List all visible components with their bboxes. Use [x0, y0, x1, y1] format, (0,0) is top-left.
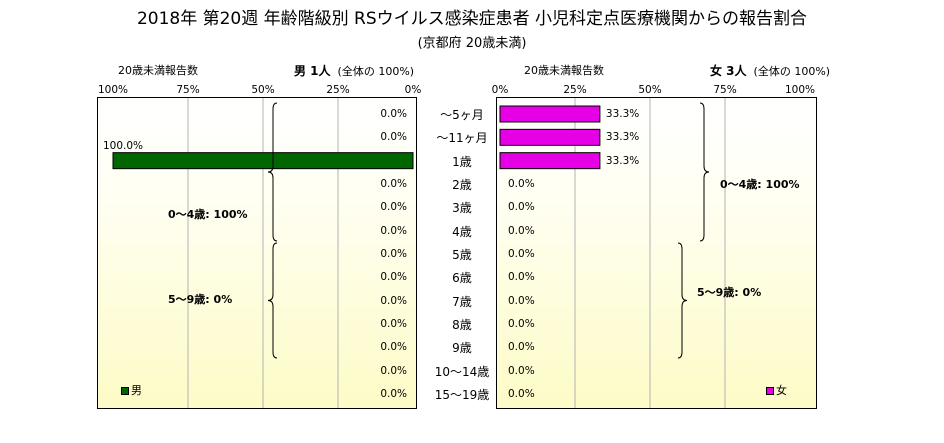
male-value-label: 0.0% [380, 224, 407, 237]
male-value-label: 0.0% [380, 201, 407, 214]
male-tick-label: 100% [97, 84, 129, 96]
chart-title: 2018年 第20週 年齢階級別 RSウイルス感染症患者 小児科定点医療機関から… [136, 9, 808, 29]
female-bar [499, 105, 601, 123]
male-bracket-label-0-4: 0～4歳: 100% [168, 208, 248, 221]
female-value-label: 33.3% [605, 131, 640, 144]
male-value-label: 0.0% [380, 131, 407, 144]
age-category-label: 7歳 [452, 294, 472, 309]
male-share-label: (全体の 100%) [337, 65, 415, 78]
male-bar [112, 152, 414, 170]
male-value-label: 0.0% [380, 364, 407, 377]
male-value-label: 0.0% [380, 341, 407, 354]
female-tick-label: 0% [491, 84, 509, 96]
female-value-label: 33.3% [605, 108, 640, 120]
female-legend: 女 [766, 382, 787, 398]
female-bracket-label-0-4: 0～4歳: 100% [720, 178, 800, 191]
female-value-label: 0.0% [508, 387, 535, 400]
female-plot-area [496, 97, 817, 409]
female-legend-label: 女 [776, 384, 787, 397]
age-category-label: 9歳 [452, 341, 472, 356]
age-category-label: 1歳 [452, 154, 472, 169]
age-category-label: 4歳 [452, 224, 472, 239]
age-category-label: 5歳 [452, 247, 472, 262]
female-tick-label: 25% [563, 84, 587, 96]
male-legend-label: 男 [131, 384, 142, 397]
female-count-header: 20歳未満報告数 [524, 64, 604, 77]
age-category-label: 6歳 [452, 271, 472, 286]
male-total-header: 男 1人 (全体の 100%) [294, 62, 414, 79]
age-category-label: ～11ヶ月 [436, 131, 488, 146]
male-value-label: 0.0% [380, 108, 407, 120]
male-value-label: 100.0% [103, 139, 144, 152]
male-tick-label: 0% [404, 84, 422, 96]
female-tick-label: 100% [784, 84, 816, 96]
female-value-label: 0.0% [508, 317, 535, 330]
female-bar [499, 128, 601, 146]
female-value-label: 0.0% [508, 247, 535, 260]
male-count-header: 20歳未満報告数 [118, 64, 198, 77]
female-value-label: 0.0% [508, 177, 535, 190]
female-bar [499, 152, 601, 170]
male-value-label: 0.0% [380, 387, 407, 400]
age-category-label: 10～14歳 [434, 364, 490, 379]
male-value-label: 0.0% [380, 177, 407, 190]
male-legend: 男 [121, 382, 142, 398]
male-bracket-label-5-9: 5～9歳: 0% [168, 293, 233, 306]
age-category-label: 15～19歳 [434, 387, 490, 402]
female-total-header: 女 3人 (全体の 100%) [710, 62, 830, 79]
male-plot-area [97, 97, 417, 409]
male-tick-label: 25% [326, 84, 350, 96]
male-bracket-5-9 [267, 242, 278, 359]
female-value-label: 0.0% [508, 224, 535, 237]
male-legend-swatch [121, 387, 129, 395]
age-category-label: ～5ヶ月 [440, 108, 484, 122]
female-value-label: 0.0% [508, 364, 535, 377]
female-value-label: 0.0% [508, 271, 535, 284]
male-value-label: 0.0% [380, 294, 407, 307]
age-category-label: 8歳 [452, 317, 472, 332]
age-category-label: 2歳 [452, 177, 472, 192]
female-bracket-label-5-9: 5～9歳: 0% [697, 286, 762, 299]
male-tick-label: 75% [176, 84, 200, 96]
female-bracket-5-9 [677, 242, 688, 359]
female-value-label: 0.0% [508, 341, 535, 354]
male-value-label: 0.0% [380, 317, 407, 330]
female-tick-label: 75% [713, 84, 737, 96]
male-tick-label: 50% [251, 84, 275, 96]
female-value-label: 33.3% [605, 154, 640, 167]
chart-subtitle: (京都府 20歳未満) [417, 36, 527, 51]
female-sex-label: 女 3人 [710, 64, 747, 78]
male-sex-label: 男 1人 [294, 64, 331, 78]
male-bracket-0-4 [267, 102, 278, 242]
male-value-label: 0.0% [380, 247, 407, 260]
age-category-label: 3歳 [452, 201, 472, 216]
female-legend-swatch [766, 387, 774, 395]
male-value-label: 0.0% [380, 271, 407, 284]
female-tick-label: 50% [638, 84, 662, 96]
female-value-label: 0.0% [508, 201, 535, 214]
female-bracket-0-4 [699, 102, 710, 242]
female-value-label: 0.0% [508, 294, 535, 307]
female-share-label: (全体の 100%) [753, 65, 831, 78]
